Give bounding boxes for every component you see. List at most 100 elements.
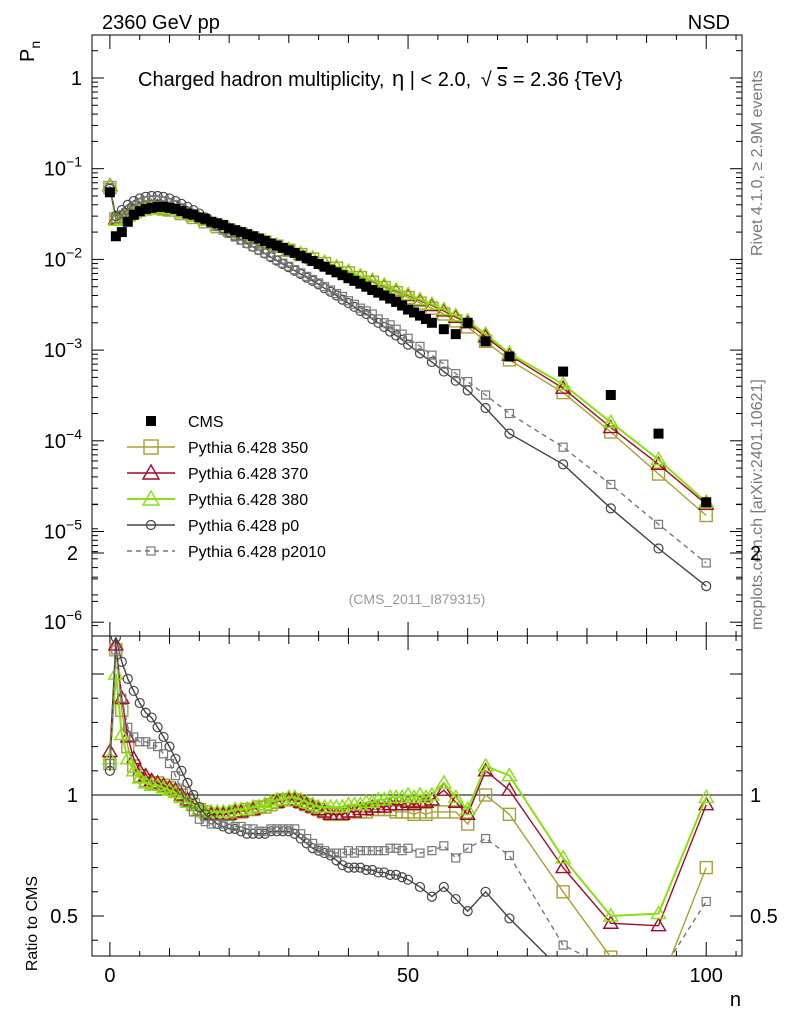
ratio-point-pythia-6-428-p2010 (607, 965, 615, 973)
ratio-point-pythia-6-428-p0 (343, 862, 354, 873)
main-point-cms (349, 275, 360, 286)
ratio-point-pythia-6-428-p0 (164, 741, 175, 752)
main-point-cms (605, 389, 616, 400)
title-sqrt: √ (481, 69, 492, 91)
ratio-point-pythia-6-428-p2010 (236, 821, 246, 832)
ratio-point-pythia-6-428-370 (501, 781, 518, 796)
selection-label: NSD (688, 12, 730, 34)
ratio-point-pythia-6-428-p2010 (147, 739, 157, 749)
main-point-pythia-6-428-380 (387, 281, 405, 296)
ratio-point-pythia-6-428-p2010 (373, 846, 383, 856)
ratio-point-pythia-6-428-p2010 (337, 848, 348, 858)
ratio-point-pythia-6-428-p0 (146, 712, 157, 723)
main-point-pythia-6-428-p0 (558, 459, 569, 470)
ratio-point-pythia-6-428-p0 (194, 801, 205, 813)
main-point-pythia-6-428-p2010 (427, 350, 437, 360)
ratio-point-pythia-6-428-p0 (176, 765, 187, 776)
ratio-point-pythia-6-428-350 (478, 788, 493, 802)
ratio-point-pythia-6-428-p2010 (284, 824, 294, 834)
ratio-point-pythia-6-428-p0 (349, 862, 360, 873)
ratio-point-pythia-6-428-p0 (504, 913, 515, 924)
ratio-series-pythia-6-428-380 (101, 665, 715, 922)
ratio-point-pythia-6-428-p2010 (439, 841, 449, 851)
ratio-point-pythia-6-428-350 (115, 703, 129, 717)
ratio-point-pythia-6-428-p0 (182, 777, 193, 789)
ratio-ytick-label-left: 0.5 (50, 906, 78, 928)
ratio-point-pythia-6-428-p2010 (385, 843, 395, 853)
legend-marker-pythia-6-428-380 (141, 489, 161, 506)
ratio-point-pythia-6-428-370 (232, 803, 250, 818)
ratio-point-pythia-6-428-370 (119, 728, 136, 743)
main-point-cms (236, 227, 247, 238)
ratio-point-pythia-6-428-p2010 (164, 758, 175, 769)
ratio-point-pythia-6-428-p2010 (331, 848, 342, 858)
ratio-point-pythia-6-428-p2010 (260, 826, 270, 836)
main-series-pythia-6-428-380 (101, 177, 715, 508)
main-point-cms (701, 497, 712, 508)
main-ytick-label: 10−4 (44, 426, 82, 453)
main-point-pythia-6-428-380 (447, 307, 464, 322)
main-point-pythia-6-428-p2010 (391, 324, 401, 334)
ratio-point-pythia-6-428-p2010 (655, 973, 663, 981)
main-point-pythia-6-428-p0 (653, 543, 664, 554)
ratio-point-pythia-6-428-p2010 (123, 722, 133, 732)
ratio-point-pythia-6-428-p0 (110, 636, 121, 643)
ratio-point-pythia-6-428-p0 (361, 864, 372, 876)
ratio-point-pythia-6-428-370 (554, 859, 572, 874)
main-ylabel-sub: n (27, 41, 43, 49)
main-ytick-label: 10−6 (44, 607, 82, 634)
main-point-pythia-6-428-p2010 (331, 288, 342, 299)
ratio-point-pythia-6-428-p0 (367, 864, 378, 876)
main-point-cms (480, 336, 491, 347)
main-ytick-base: 10 (44, 249, 66, 271)
main-ytick-base: 10 (44, 159, 66, 181)
main-point-pythia-6-428-p0 (414, 348, 426, 359)
ratio-point-pythia-6-428-380 (220, 803, 238, 818)
ratio-point-pythia-6-428-370 (375, 798, 393, 813)
main-ytick-exp: −1 (66, 154, 82, 170)
ratio-point-pythia-6-428-380 (698, 789, 715, 804)
main-point-pythia-6-428-380 (602, 413, 620, 428)
main-point-cms (158, 201, 169, 212)
ratio-point-pythia-6-428-p0 (606, 991, 615, 1000)
ratio-point-pythia-6-428-p2010 (272, 824, 282, 834)
title-pre: Charged hadron multiplicity, (138, 69, 384, 91)
ratio-point-pythia-6-428-380 (554, 849, 572, 864)
main-point-cms (343, 273, 354, 284)
main-point-pythia-6-428-p0 (426, 356, 438, 368)
main-point-cms (409, 307, 420, 318)
ratio-point-pythia-6-428-380 (423, 786, 441, 801)
main-point-cms (188, 209, 199, 220)
ratio-point-pythia-6-428-380 (334, 798, 351, 813)
main-point-cms (450, 329, 461, 340)
main-ytick-label: 1 (71, 68, 82, 90)
ratio-point-pythia-6-428-370 (423, 791, 441, 806)
main-point-pythia-6-428-p2010 (451, 369, 461, 379)
ratio-ytick-label-right: 0.5 (750, 906, 778, 928)
ratio-point-pythia-6-428-p0 (128, 685, 139, 697)
ratio-point-pythia-6-428-p2010 (200, 817, 210, 827)
main-point-pythia-6-428-p2010 (379, 318, 389, 328)
main-point-cms (391, 296, 402, 307)
ratio-point-pythia-6-428-p0 (426, 891, 438, 902)
ratio-point-pythia-6-428-p2010 (451, 853, 461, 863)
ratio-point-pythia-6-428-380 (274, 791, 292, 806)
main-point-pythia-6-428-p2010 (415, 341, 425, 351)
main-ytick-exp: −4 (66, 426, 82, 442)
main-plot: 110−110−210−310−410−510−6 (44, 34, 743, 637)
ratio-point-pythia-6-428-350 (604, 950, 618, 956)
main-point-cms (194, 212, 205, 223)
legend-item-pythia-6-428-370: Pythia 6.428 370 (127, 463, 308, 483)
main-point-pythia-6-428-p2010 (248, 242, 258, 252)
ratio-point-pythia-6-428-380 (602, 907, 620, 922)
analysis-reference: (CMS_2011_I879315) (349, 591, 486, 607)
x-axis-label: n (730, 989, 741, 1011)
ratio-point-pythia-6-428-p2010 (296, 829, 306, 839)
ratio-point-pythia-6-428-380 (238, 801, 256, 816)
ratio-point-pythia-6-428-p0 (385, 869, 396, 880)
main-point-pythia-6-428-p2010 (463, 376, 473, 387)
main-point-cms (122, 216, 133, 227)
main-ytick-base: 10 (44, 522, 66, 544)
ratio-point-pythia-6-428-p2010 (254, 826, 264, 836)
